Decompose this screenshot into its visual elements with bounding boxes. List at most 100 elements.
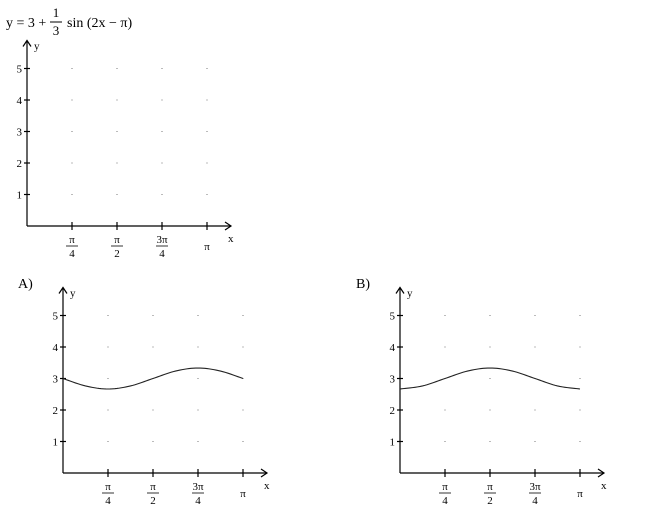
grid-dot [534, 441, 536, 442]
equation-lhs: y = 3 + [6, 16, 46, 31]
grid-dot [444, 409, 446, 411]
x-tick-label-numerator: π [150, 481, 156, 493]
grid-dot [534, 409, 536, 411]
grid-dot [206, 99, 208, 101]
x-tick-label-numerator: π [114, 234, 120, 246]
grid-dot [206, 131, 208, 132]
grid-dot [161, 162, 163, 164]
x-axis-label: x [264, 480, 270, 492]
y-tick-label: 3 [17, 127, 23, 139]
grid-dot [161, 68, 163, 69]
x-axis-arrow [224, 221, 233, 231]
x-tick-label-numerator: 3π [156, 234, 168, 246]
y-tick-label: 1 [390, 437, 396, 449]
x-tick-label-numerator: 3π [192, 481, 204, 493]
y-tick-label: 4 [53, 342, 59, 354]
x-tick-label-numerator: π [487, 481, 493, 493]
grid-dot [579, 346, 581, 348]
grid-dot [206, 194, 208, 195]
grid-dot [152, 409, 154, 411]
grid-dot [242, 315, 244, 316]
grid-dot [197, 441, 199, 442]
grid-dot [116, 162, 118, 164]
y-tick-label: 4 [17, 95, 23, 107]
x-tick-label: π [240, 488, 246, 500]
y-tick-label: 4 [390, 342, 396, 354]
x-tick-label-numerator: π [69, 234, 75, 246]
choice-a-graph: x y 1 2 3 4 5 π 4 π 2 3π 4 π [53, 286, 270, 507]
grid-dot [579, 441, 581, 442]
x-tick-label: π [204, 241, 210, 253]
x-tick-label-numerator: π [442, 481, 448, 493]
grid-dot [107, 346, 109, 348]
grid-dot [242, 346, 244, 348]
x-tick-label-denominator: 2 [114, 248, 120, 260]
y-tick-label: 5 [17, 64, 23, 76]
grid-dot [579, 409, 581, 411]
grid-dot [197, 315, 199, 316]
x-axis-label: x [601, 480, 607, 492]
x-tick-label-denominator: 4 [532, 495, 538, 507]
x-tick-label-numerator: 3π [529, 481, 541, 493]
grid-dot [71, 131, 73, 132]
grid-dot [197, 346, 199, 348]
grid-dot [579, 378, 581, 379]
x-axis-arrow [260, 468, 269, 478]
grid-dot [444, 441, 446, 442]
grid-dot [534, 346, 536, 348]
fraction-denominator: 3 [53, 23, 60, 38]
grid-dot [444, 346, 446, 348]
blank-graph: x y 1 2 3 4 5 π 4 π 2 3π 4 π [17, 39, 234, 260]
grid-dot [152, 315, 154, 316]
sine-curve [399, 367, 581, 390]
grid-dot [116, 131, 118, 132]
x-tick-label-denominator: 2 [487, 495, 493, 507]
y-tick-label: 2 [53, 405, 59, 417]
grid-dot [534, 315, 536, 316]
x-tick-label-denominator: 4 [105, 495, 111, 507]
grid-dot [489, 441, 491, 442]
x-tick-label-denominator: 4 [159, 248, 165, 260]
grid-dot [107, 315, 109, 316]
grid-dot [206, 162, 208, 164]
y-tick-label: 2 [390, 405, 396, 417]
y-tick-label: 3 [53, 374, 59, 386]
fraction-numerator: 1 [53, 5, 60, 20]
x-tick-label-denominator: 4 [442, 495, 448, 507]
grid-dot [444, 315, 446, 316]
grid-dot [161, 99, 163, 101]
grid-dot [242, 409, 244, 411]
choice-b-graph: x y 1 2 3 4 5 π 4 π 2 3π 4 π [390, 286, 607, 507]
grid-dot [161, 194, 163, 195]
x-tick-label-denominator: 4 [195, 495, 201, 507]
y-tick-label: 3 [390, 374, 396, 386]
x-tick-label-denominator: 2 [150, 495, 156, 507]
x-axis-label: x [228, 233, 234, 245]
equation-rhs: sin (2x − π) [67, 16, 132, 31]
grid-dot [116, 194, 118, 195]
problem-equation: y = 3 + 1 3 sin (2x − π) [6, 5, 132, 38]
y-tick-label: 1 [17, 190, 23, 202]
grid-dot [161, 131, 163, 132]
grid-dot [71, 68, 73, 69]
grid-dot [71, 194, 73, 195]
grid-dot [116, 68, 118, 69]
sine-curve [62, 367, 244, 390]
choice-b-label: B) [356, 277, 370, 292]
grid-dot [107, 378, 109, 379]
grid-dot [107, 409, 109, 411]
grid-dot [197, 409, 199, 411]
grid-dot [116, 99, 118, 101]
y-tick-label: 5 [53, 311, 59, 323]
grid-dot [489, 378, 491, 379]
grid-dot [71, 99, 73, 101]
x-tick-label: π [577, 488, 583, 500]
y-axis-arrow [22, 39, 32, 47]
grid-dot [71, 162, 73, 164]
y-tick-label: 1 [53, 437, 59, 449]
y-axis-label: y [70, 288, 76, 300]
grid-dot [197, 378, 199, 379]
y-axis-label: y [407, 288, 413, 300]
x-tick-label-numerator: π [105, 481, 111, 493]
